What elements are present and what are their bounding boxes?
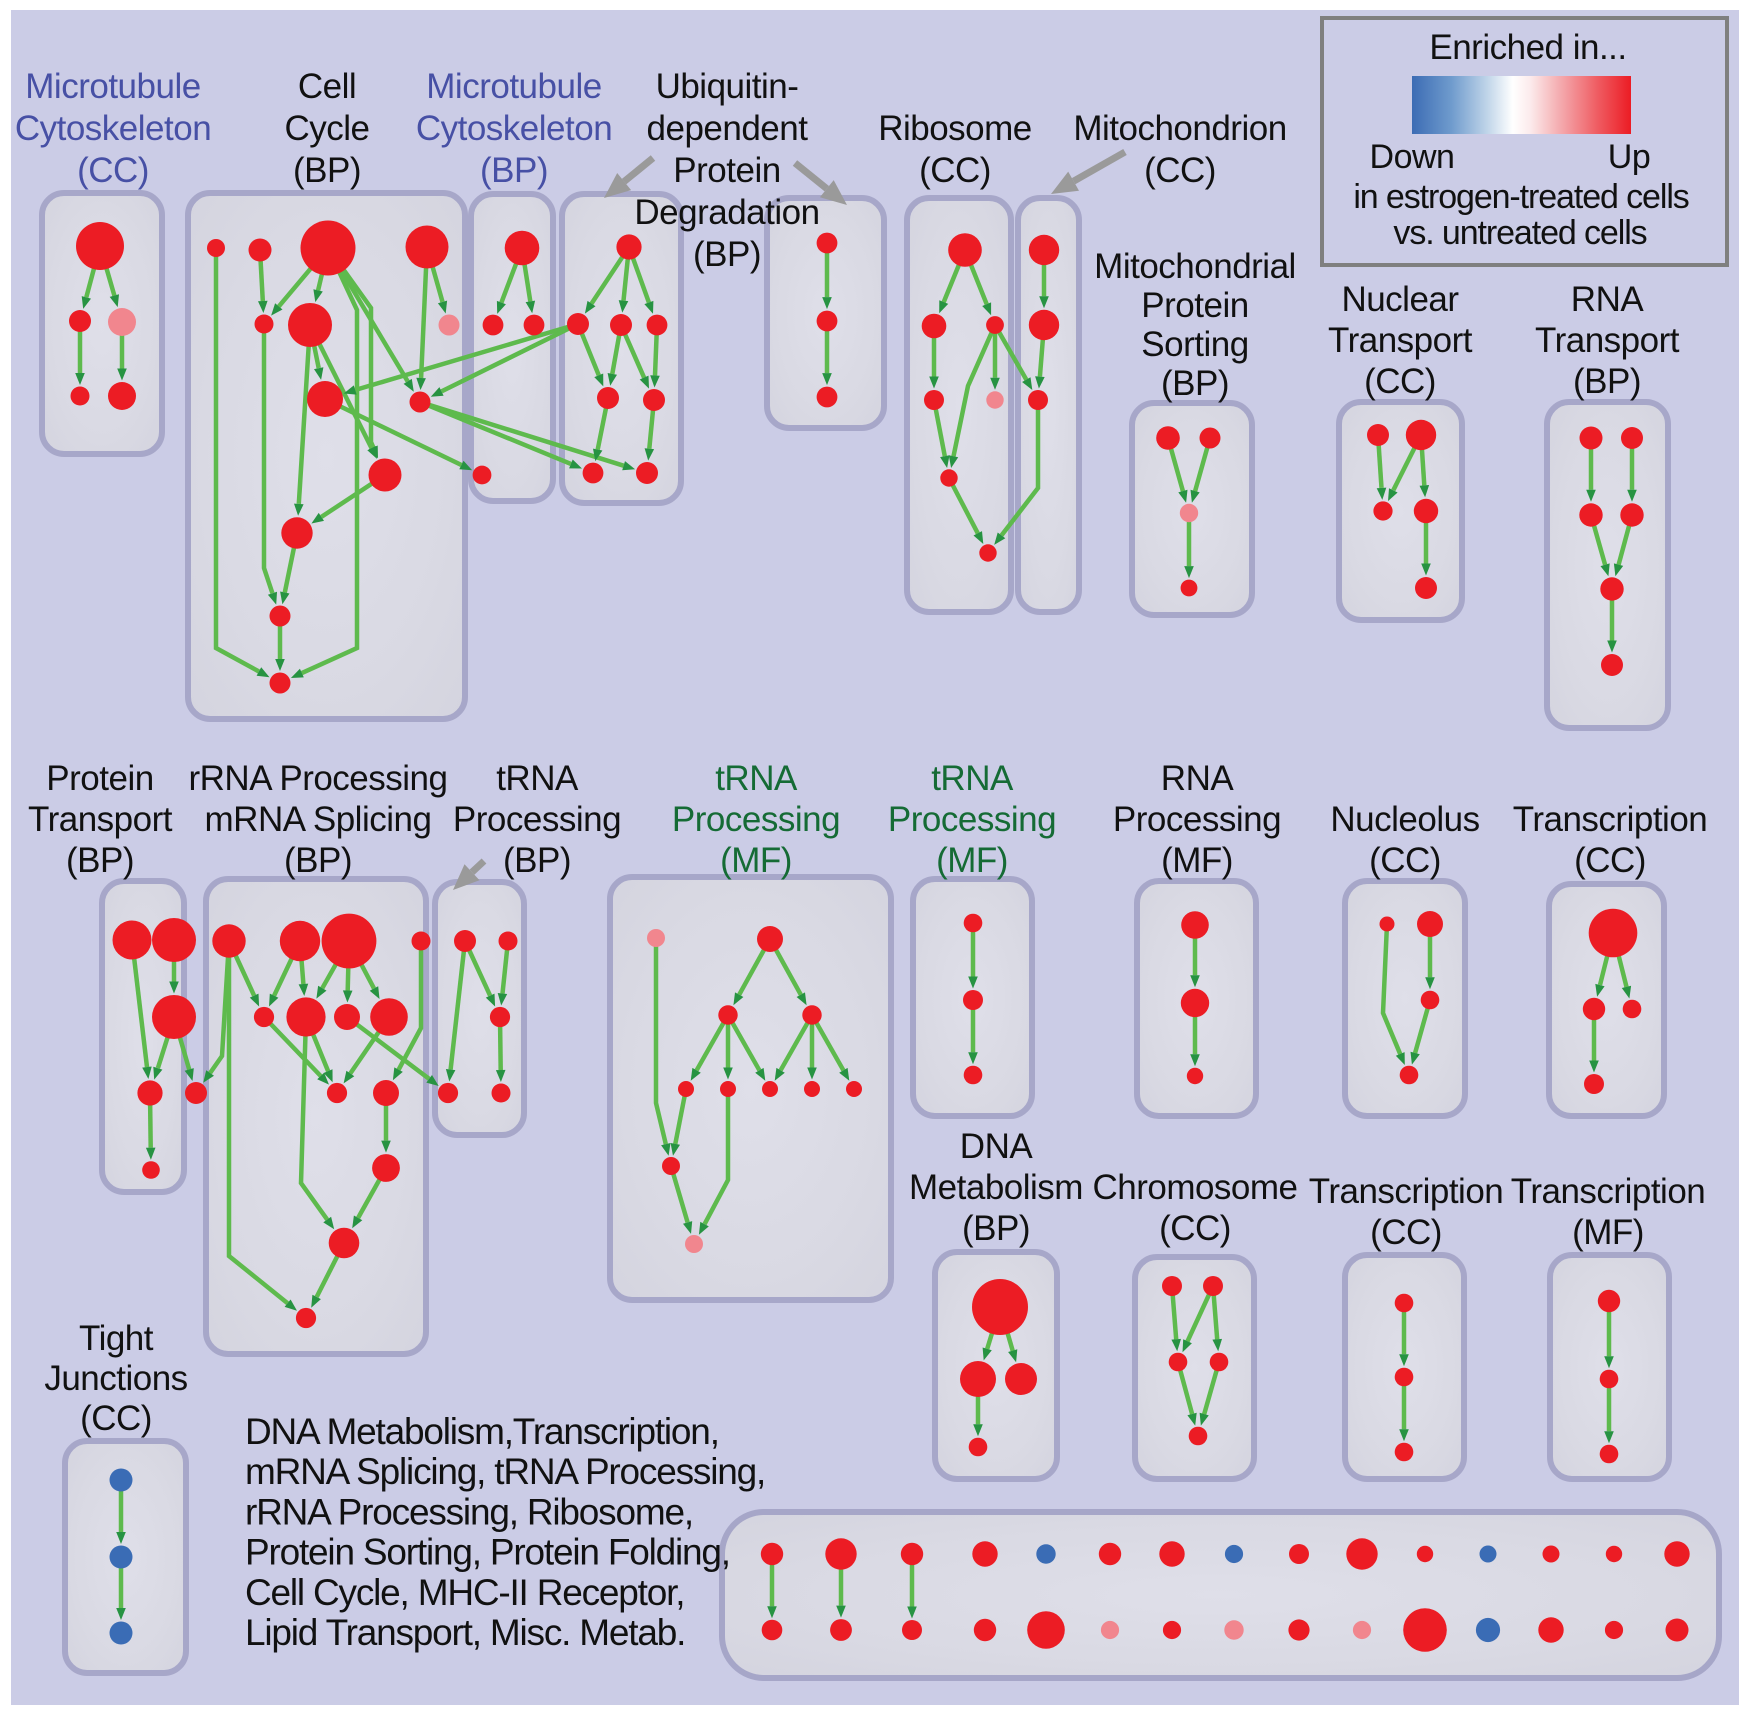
svg-text:Processing: Processing (1113, 800, 1281, 839)
svg-text:DNA: DNA (960, 1127, 1034, 1166)
svg-text:Protein: Protein (673, 151, 780, 190)
svg-text:Processing: Processing (453, 800, 621, 839)
svg-text:Microtubule: Microtubule (426, 67, 601, 106)
svg-text:RNA: RNA (1571, 280, 1645, 319)
svg-text:Transcription: Transcription (1511, 1172, 1706, 1211)
svg-text:Processing: Processing (672, 800, 840, 839)
svg-text:vs. untreated cells: vs. untreated cells (1393, 214, 1646, 252)
svg-text:(BP): (BP) (962, 1209, 1030, 1248)
svg-text:(MF): (MF) (1572, 1213, 1644, 1252)
svg-text:(CC): (CC) (77, 151, 149, 190)
svg-text:Mitochondrion: Mitochondrion (1073, 109, 1286, 148)
svg-text:(BP): (BP) (293, 151, 361, 190)
svg-text:Up: Up (1608, 138, 1650, 176)
svg-text:(MF): (MF) (1161, 841, 1233, 880)
svg-text:rRNA Processing, Ribosome,: rRNA Processing, Ribosome, (245, 1491, 693, 1532)
svg-text:RNA: RNA (1161, 759, 1235, 798)
svg-text:(CC): (CC) (1364, 362, 1436, 401)
svg-text:(BP): (BP) (1573, 362, 1641, 401)
svg-text:Transcription: Transcription (1309, 1172, 1504, 1211)
svg-text:(MF): (MF) (720, 841, 792, 880)
svg-text:Cycle: Cycle (284, 109, 369, 148)
svg-text:(CC): (CC) (1370, 1213, 1442, 1252)
svg-text:tRNA: tRNA (715, 759, 798, 798)
svg-text:(MF): (MF) (936, 841, 1008, 880)
svg-text:(BP): (BP) (1161, 364, 1229, 403)
svg-text:(CC): (CC) (1144, 151, 1216, 190)
svg-text:tRNA: tRNA (496, 759, 579, 798)
svg-text:mRNA Splicing: mRNA Splicing (205, 800, 432, 839)
svg-text:Transcription: Transcription (1513, 800, 1708, 839)
svg-text:(CC): (CC) (1574, 841, 1646, 880)
svg-text:Protein: Protein (46, 759, 153, 798)
svg-text:Protein: Protein (1141, 286, 1248, 325)
svg-text:(BP): (BP) (480, 151, 548, 190)
svg-text:(BP): (BP) (284, 841, 352, 880)
svg-text:Cell: Cell (298, 67, 356, 106)
svg-text:Microtubule: Microtubule (25, 67, 200, 106)
svg-text:Protein Sorting, Protein Foldi: Protein Sorting, Protein Folding, (245, 1532, 730, 1573)
svg-text:(CC): (CC) (1159, 1209, 1231, 1248)
svg-text:Ribosome: Ribosome (878, 109, 1032, 148)
svg-text:in estrogen-treated cells: in estrogen-treated cells (1353, 178, 1688, 216)
svg-text:rRNA Processing: rRNA Processing (189, 759, 448, 798)
svg-text:Transport: Transport (1328, 321, 1473, 360)
svg-text:DNA Metabolism,Transcription,: DNA Metabolism,Transcription, (245, 1411, 719, 1452)
svg-text:Mitochondrial: Mitochondrial (1094, 247, 1296, 286)
svg-text:Cell Cycle, MHC-II Receptor,: Cell Cycle, MHC-II Receptor, (245, 1572, 684, 1613)
svg-text:(CC): (CC) (80, 1399, 152, 1438)
svg-text:(BP): (BP) (66, 841, 134, 880)
svg-text:Nucleolus: Nucleolus (1330, 800, 1479, 839)
svg-text:(BP): (BP) (503, 841, 571, 880)
svg-text:tRNA: tRNA (931, 759, 1014, 798)
svg-text:(CC): (CC) (919, 151, 991, 190)
svg-text:Lipid Transport, Misc. Metab.: Lipid Transport, Misc. Metab. (245, 1612, 685, 1653)
svg-text:Enriched in...: Enriched in... (1429, 28, 1626, 67)
svg-text:(CC): (CC) (1369, 841, 1441, 880)
svg-text:Down: Down (1370, 138, 1455, 176)
svg-text:Nuclear: Nuclear (1341, 280, 1459, 319)
svg-text:Cytoskeleton: Cytoskeleton (15, 109, 211, 148)
svg-text:Degradation: Degradation (634, 193, 819, 232)
svg-text:Cytoskeleton: Cytoskeleton (416, 109, 612, 148)
svg-text:Sorting: Sorting (1141, 325, 1248, 364)
svg-text:(BP): (BP) (693, 235, 761, 274)
svg-text:Processing: Processing (888, 800, 1056, 839)
svg-text:Metabolism: Metabolism (909, 1168, 1083, 1207)
svg-text:Chromosome: Chromosome (1092, 1168, 1297, 1207)
svg-text:Junctions: Junctions (44, 1359, 187, 1398)
svg-text:dependent: dependent (647, 109, 809, 148)
svg-text:mRNA Splicing, tRNA Processing: mRNA Splicing, tRNA Processing, (245, 1451, 765, 1492)
svg-text:Tight: Tight (79, 1319, 154, 1358)
svg-text:Ubiquitin-: Ubiquitin- (656, 67, 799, 106)
svg-text:Transport: Transport (1535, 321, 1680, 360)
svg-text:Transport: Transport (28, 800, 173, 839)
